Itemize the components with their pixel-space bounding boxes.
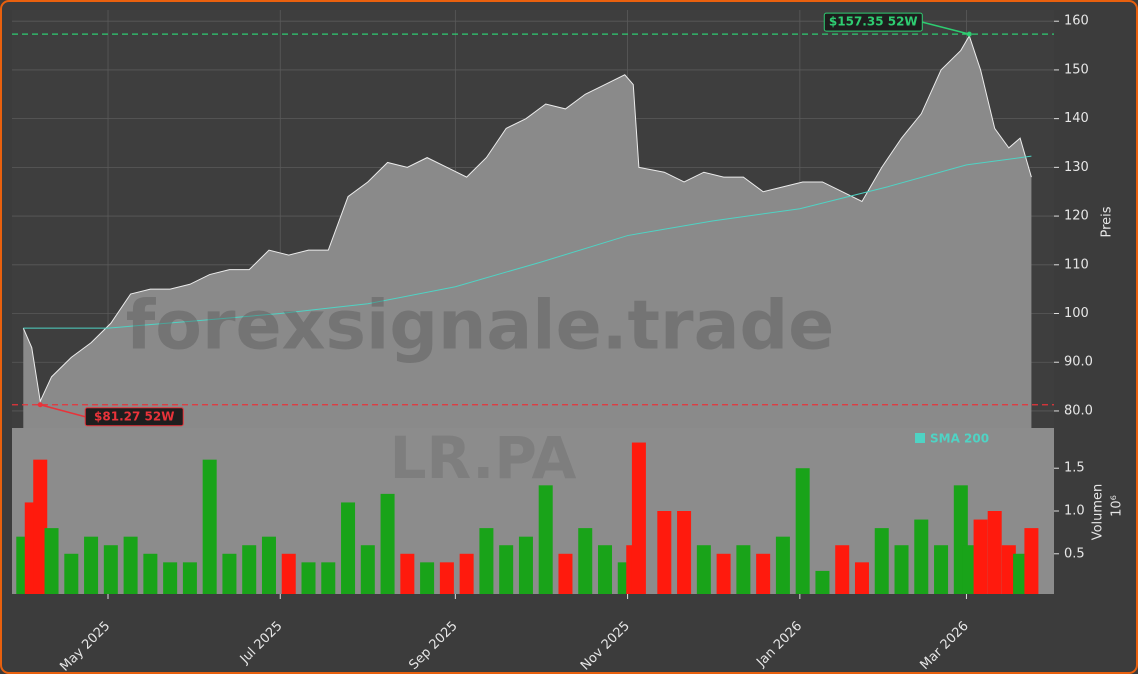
volume-bar (578, 528, 593, 594)
volume-bar (677, 511, 692, 594)
watermark: forexsignale.trade (126, 287, 835, 366)
volume-bar (657, 511, 672, 594)
volume-bar (934, 545, 949, 594)
sma-line (23, 155, 1032, 329)
annotation-box (84, 407, 184, 427)
volume-bar (400, 553, 415, 594)
y-tick-label: 160 (1064, 14, 1089, 29)
y-tick-label: 80.0 (1064, 403, 1093, 418)
volume-bar (894, 545, 909, 594)
legend-label: SMA 200 (930, 432, 989, 446)
volume-bar (459, 553, 474, 594)
volume-bar (281, 553, 296, 594)
volume-bar (835, 545, 850, 594)
annotation-box (823, 12, 923, 32)
volume-bar (962, 545, 977, 594)
y2-tick-label: 1.0 (1064, 504, 1085, 519)
y2-multiplier: 10⁶ (1110, 495, 1125, 517)
y2-tick-label: 1.5 (1064, 461, 1085, 476)
volume-bar (439, 562, 454, 594)
volume-bar (301, 562, 316, 594)
y2-tick-label: 0.5 (1064, 546, 1085, 561)
y-tick-label: 140 (1064, 111, 1089, 126)
volume-bar (815, 570, 830, 594)
volume-bar (538, 485, 553, 594)
volume-bar (261, 536, 276, 594)
y-tick-label: 120 (1064, 209, 1089, 224)
volume-bar (874, 528, 889, 594)
volume-bar (716, 553, 731, 594)
annotation-label: $81.27 52W (94, 409, 174, 423)
volume-bar (775, 536, 790, 594)
price-area (23, 35, 1032, 428)
annotation-label: $157.35 52W (829, 15, 918, 29)
annotation-point (966, 31, 972, 37)
volume-bar (84, 536, 99, 594)
volume-bar (380, 493, 395, 594)
volume-bar (360, 545, 375, 594)
annotation-arrow (40, 404, 86, 418)
volume-bar (103, 545, 118, 594)
y-tick-label: 100 (1064, 306, 1089, 321)
volume-bar (242, 545, 257, 594)
annotation-point (37, 402, 43, 408)
volume-bar (479, 528, 494, 594)
volume-bar (598, 545, 613, 594)
volume-bar (1001, 545, 1016, 594)
volume-bar (143, 553, 158, 594)
volume-bar (123, 536, 138, 594)
volume-bar (499, 545, 514, 594)
volume-bar (341, 502, 356, 594)
volume-bar (64, 553, 79, 594)
volume-bar (1024, 528, 1039, 594)
price-line (22, 34, 1032, 403)
volume-bar (696, 545, 711, 594)
volume-bar (420, 562, 435, 594)
volume-bar (795, 468, 810, 594)
volume-bar (756, 553, 771, 594)
volume-bar (163, 562, 178, 594)
ticker-watermark: LR.PA (390, 424, 577, 492)
volume-bar (854, 562, 869, 594)
legend-swatch (915, 433, 925, 443)
volume-bar (182, 562, 197, 594)
volume-bar (987, 511, 1002, 594)
volume-bar (736, 545, 751, 594)
volume-bar (321, 562, 336, 594)
volume-bar (518, 536, 533, 594)
y-tick-label: 150 (1064, 62, 1089, 77)
volume-bar (202, 459, 217, 594)
volume-bar (33, 459, 48, 594)
volume-bar (44, 528, 59, 594)
volume-bar (914, 519, 929, 594)
volume-bar (558, 553, 573, 594)
y-axis-label: Preis (1100, 206, 1115, 237)
y-tick-label: 90.0 (1064, 355, 1093, 370)
annotation-arrow (922, 21, 970, 35)
y-tick-label: 130 (1064, 160, 1089, 175)
y2-axis-label: Volumen (1091, 484, 1106, 541)
volume-bar (973, 519, 988, 594)
volume-bar (631, 442, 646, 594)
y-tick-label: 110 (1064, 257, 1089, 272)
volume-bar (1013, 553, 1028, 594)
volume-bar (222, 553, 237, 594)
